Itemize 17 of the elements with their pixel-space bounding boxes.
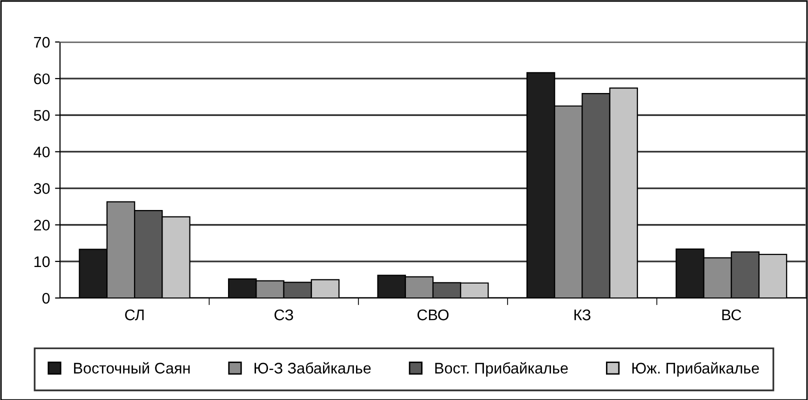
- y-tick-label: 0: [42, 292, 50, 304]
- y-tick-label: 50: [34, 110, 50, 121]
- x-tick-label: СЗ: [274, 310, 294, 320]
- y-tick-label: 10: [34, 256, 50, 268]
- x-tick-label: КЗ: [574, 310, 590, 320]
- x-tick-label: СВО: [417, 310, 449, 320]
- y-tick-label: 70: [34, 36, 50, 48]
- legend-label: Юж. Прибайкалье: [632, 362, 759, 377]
- x-tick-label: СЛ: [125, 310, 144, 320]
- legend-label: Вост. Прибайкалье: [435, 362, 568, 377]
- y-tick-label: 40: [34, 146, 50, 158]
- y-tick-label: 20: [34, 220, 50, 231]
- legend-label: Восточный Саян: [74, 362, 190, 374]
- y-tick-label: 60: [34, 73, 50, 84]
- x-tick-label: ВС: [722, 310, 742, 320]
- y-tick-label: 30: [34, 183, 50, 194]
- legend-label: Ю-З Забайкалье: [254, 362, 371, 374]
